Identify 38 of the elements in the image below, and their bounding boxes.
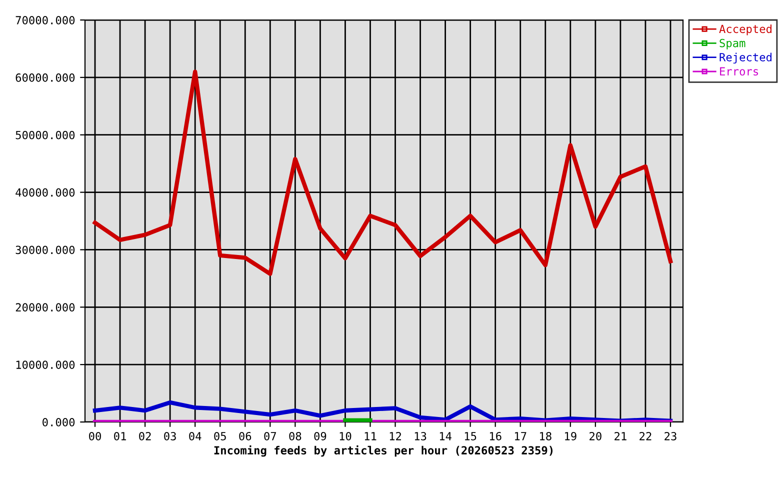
legend-label: Accepted: [719, 24, 772, 36]
x-tick-label: 00: [89, 432, 101, 440]
x-tick-label: 11: [364, 432, 376, 440]
x-tick-label: 21: [614, 432, 626, 440]
x-tick-label: 07: [264, 432, 276, 440]
y-tick-label: 30000.000: [16, 246, 75, 254]
x-tick-label: 14: [440, 432, 452, 440]
y-tick-label: 70000.000: [16, 16, 75, 24]
x-tick-label: 02: [139, 432, 151, 440]
x-tick-label: 08: [289, 432, 302, 440]
line-series: [92, 70, 673, 276]
legend-label: Spam: [720, 38, 746, 50]
y-tick-label: 50000.000: [16, 130, 75, 140]
x-tick-label: 16: [490, 432, 502, 440]
x-tick-label: 10: [340, 432, 352, 440]
x-tick-label: 19: [565, 432, 576, 440]
y-tick-label: 0.000: [42, 418, 75, 426]
x-tick-label: 17: [515, 432, 526, 440]
x-tick-label: 01: [114, 432, 126, 440]
x-tick-label: 13: [414, 432, 426, 440]
x-axis-title: Incoming feeds by articles per hour (20260523 2359): [214, 445, 553, 457]
x-tick-label: 23: [664, 432, 676, 440]
x-tick-label: 12: [390, 432, 402, 440]
x-tick-label: 22: [640, 432, 652, 440]
legend-label: Errors: [720, 67, 758, 76]
x-tick-label: 05: [214, 432, 226, 440]
x-tick-label: 03: [164, 432, 176, 440]
legend-label: Rejected: [720, 52, 772, 64]
x-tick-label: 20: [590, 432, 602, 440]
x-tick-label: 09: [314, 432, 326, 440]
y-tick-label: 40000.000: [16, 188, 75, 197]
x-tick-label: 15: [464, 432, 476, 440]
y-tick-label: 20000.000: [16, 303, 75, 312]
x-tick-label: 04: [189, 432, 202, 440]
y-tick-label: 60000.000: [16, 73, 75, 82]
x-tick-label: 06: [239, 432, 252, 440]
x-tick-label: 18: [540, 432, 552, 440]
y-tick-label: 10000.000: [16, 360, 75, 369]
